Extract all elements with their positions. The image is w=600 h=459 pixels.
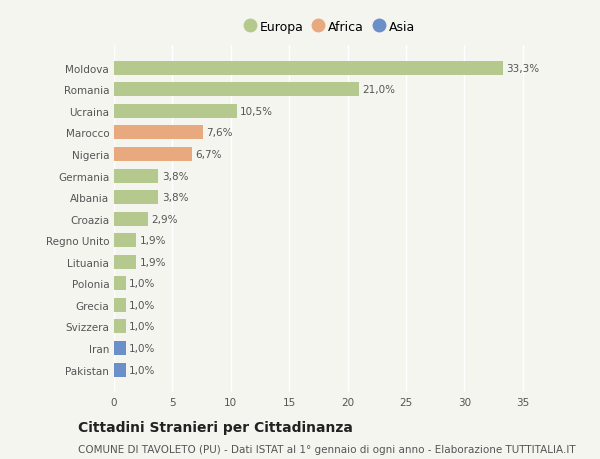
Text: 1,0%: 1,0%: [129, 300, 155, 310]
Bar: [114, 255, 136, 269]
Text: 6,7%: 6,7%: [196, 150, 222, 160]
Legend: Europa, Africa, Asia: Europa, Africa, Asia: [241, 17, 419, 38]
Text: 1,9%: 1,9%: [140, 257, 166, 267]
Bar: [114, 298, 125, 312]
Text: 2,9%: 2,9%: [151, 214, 178, 224]
Text: 1,0%: 1,0%: [129, 279, 155, 289]
Bar: [114, 341, 125, 355]
Bar: [114, 320, 125, 334]
Text: 3,8%: 3,8%: [162, 171, 188, 181]
Bar: [114, 234, 136, 248]
Text: 1,0%: 1,0%: [129, 365, 155, 375]
Text: 1,0%: 1,0%: [129, 343, 155, 353]
Bar: [114, 148, 192, 162]
Bar: [114, 190, 158, 205]
Text: 1,0%: 1,0%: [129, 322, 155, 332]
Bar: [114, 277, 125, 291]
Bar: [114, 363, 125, 377]
Bar: [114, 105, 236, 118]
Text: 10,5%: 10,5%: [240, 106, 273, 117]
Bar: [114, 169, 158, 183]
Bar: [114, 126, 203, 140]
Text: 21,0%: 21,0%: [362, 85, 395, 95]
Bar: [114, 62, 503, 76]
Text: COMUNE DI TAVOLETO (PU) - Dati ISTAT al 1° gennaio di ogni anno - Elaborazione T: COMUNE DI TAVOLETO (PU) - Dati ISTAT al …: [78, 444, 575, 454]
Text: 7,6%: 7,6%: [206, 128, 233, 138]
Text: 1,9%: 1,9%: [140, 235, 166, 246]
Text: Cittadini Stranieri per Cittadinanza: Cittadini Stranieri per Cittadinanza: [78, 420, 353, 434]
Text: 33,3%: 33,3%: [506, 64, 539, 73]
Bar: [114, 83, 359, 97]
Bar: [114, 212, 148, 226]
Text: 3,8%: 3,8%: [162, 193, 188, 203]
